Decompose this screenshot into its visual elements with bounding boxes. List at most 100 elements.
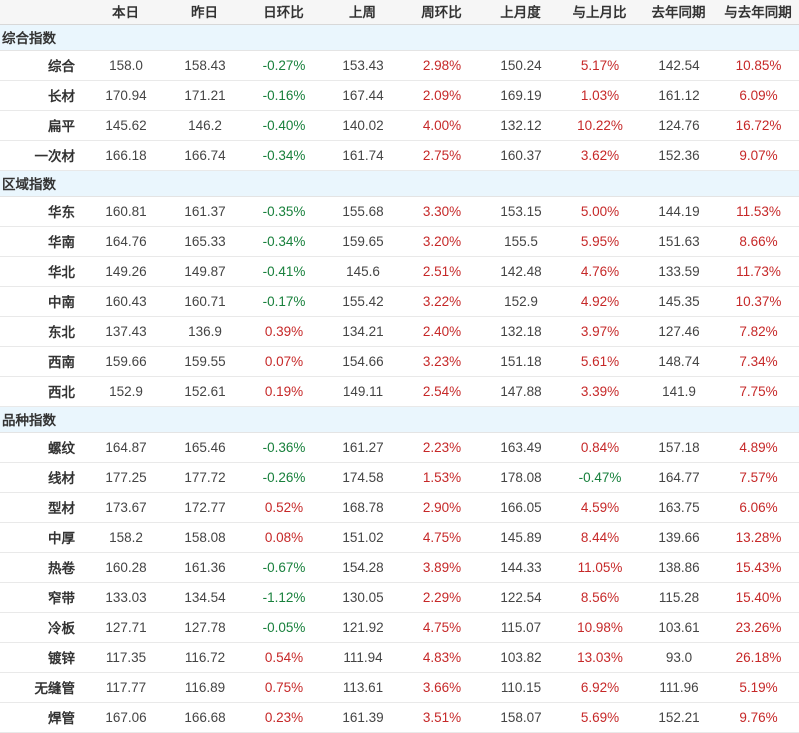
- cell-yesterday: 136.9: [168, 316, 247, 347]
- table-row[interactable]: 华东 160.81 161.37 -0.35% 155.68 3.30% 153.15 5.0…: [0, 196, 799, 227]
- cell-mom: 4.76%: [563, 256, 642, 287]
- row-label[interactable]: 螺纹: [0, 432, 89, 463]
- cell-wow: 3.89%: [405, 552, 484, 583]
- cell-dod: -0.67%: [247, 552, 326, 583]
- cell-yoy: 16.72%: [721, 110, 799, 141]
- column-header-lastmonth[interactable]: 上月度: [484, 0, 563, 25]
- cell-dod: 0.07%: [247, 346, 326, 377]
- table-header-row: 本日 昨日 日环比 上周 周环比 上月度 与上月比 去年同期 与去年同期: [0, 0, 799, 25]
- row-label[interactable]: 窄带: [0, 582, 89, 613]
- table-row[interactable]: 华北 149.26 149.87 -0.41% 145.6 2.51% 142.48 4.76…: [0, 256, 799, 287]
- column-header-lastweek[interactable]: 上周: [326, 0, 405, 25]
- cell-yoy: 10.37%: [721, 286, 799, 317]
- row-label[interactable]: 中厚: [0, 522, 89, 553]
- cell-mom: 4.59%: [563, 492, 642, 523]
- column-header-yoy[interactable]: 与去年同期: [721, 0, 799, 25]
- row-label[interactable]: 东北: [0, 316, 89, 347]
- row-label[interactable]: 型材: [0, 492, 89, 523]
- row-label[interactable]: 华东: [0, 196, 89, 227]
- table-row[interactable]: 华南 164.76 165.33 -0.34% 159.65 3.20% 155.5 5.95…: [0, 226, 799, 257]
- table-row[interactable]: 西北 152.9 152.61 0.19% 149.11 2.54% 147.88 3.39%…: [0, 376, 799, 407]
- row-label[interactable]: 西北: [0, 376, 89, 407]
- table-row[interactable]: 综合 158.0 158.43 -0.27% 153.43 2.98% 150.24 5.17…: [0, 50, 799, 81]
- row-label[interactable]: 扁平: [0, 110, 89, 141]
- cell-today: 127.71: [89, 612, 168, 643]
- table-row[interactable]: 热卷 160.28 161.36 -0.67% 154.28 3.89% 144.33 11.…: [0, 552, 799, 583]
- cell-wow: 2.54%: [405, 376, 484, 407]
- column-header-yesterday[interactable]: 昨日: [168, 0, 247, 25]
- cell-yesterday: 134.54: [168, 582, 247, 613]
- cell-yesterday: 158.08: [168, 522, 247, 553]
- cell-mom: 5.61%: [563, 346, 642, 377]
- cell-lastweek: 134.21: [326, 316, 405, 347]
- cell-lastyear: 103.61: [642, 612, 721, 643]
- row-label[interactable]: 中南: [0, 286, 89, 317]
- row-label[interactable]: 一次材: [0, 140, 89, 171]
- cell-wow: 2.90%: [405, 492, 484, 523]
- cell-lastyear: 111.96: [642, 672, 721, 703]
- cell-lastweek: 113.61: [326, 672, 405, 703]
- group-header-row: 综合指数: [0, 24, 799, 51]
- table-row[interactable]: 螺纹 164.87 165.46 -0.36% 161.27 2.23% 163.49 0.8…: [0, 432, 799, 463]
- cell-today: 158.2: [89, 522, 168, 553]
- table-row[interactable]: 一次材 166.18 166.74 -0.34% 161.74 2.75% 160.37 3.…: [0, 140, 799, 171]
- table-row[interactable]: 型材 173.67 172.77 0.52% 168.78 2.90% 166.05 4.59…: [0, 492, 799, 523]
- cell-yesterday: 166.68: [168, 702, 247, 733]
- cell-lastweek: 111.94: [326, 642, 405, 673]
- cell-wow: 3.23%: [405, 346, 484, 377]
- cell-lastweek: 151.02: [326, 522, 405, 553]
- table-row[interactable]: 东北 137.43 136.9 0.39% 134.21 2.40% 132.18 3.97%…: [0, 316, 799, 347]
- cell-today: 160.43: [89, 286, 168, 317]
- cell-lastmonth: 132.12: [484, 110, 563, 141]
- cell-today: 159.66: [89, 346, 168, 377]
- cell-dod: -0.34%: [247, 226, 326, 257]
- cell-lastmonth: 142.48: [484, 256, 563, 287]
- row-label[interactable]: 华北: [0, 256, 89, 287]
- table-row[interactable]: 无缝管 117.77 116.89 0.75% 113.61 3.66% 110.15 6.9…: [0, 672, 799, 703]
- cell-lastyear: 161.12: [642, 80, 721, 111]
- cell-wow: 2.75%: [405, 140, 484, 171]
- row-label[interactable]: 线材: [0, 462, 89, 493]
- row-label[interactable]: 焊管: [0, 702, 89, 733]
- table-row[interactable]: 西南 159.66 159.55 0.07% 154.66 3.23% 151.18 5.61…: [0, 346, 799, 377]
- cell-today: 117.35: [89, 642, 168, 673]
- cell-mom: 3.39%: [563, 376, 642, 407]
- row-label[interactable]: 镀锌: [0, 642, 89, 673]
- table-row[interactable]: 中厚 158.2 158.08 0.08% 151.02 4.75% 145.89 8.44%…: [0, 522, 799, 553]
- cell-today: 177.25: [89, 462, 168, 493]
- cell-mom: 10.22%: [563, 110, 642, 141]
- table-row[interactable]: 焊管 167.06 166.68 0.23% 161.39 3.51% 158.07 5.69…: [0, 702, 799, 733]
- column-header-dod[interactable]: 日环比: [247, 0, 326, 25]
- cell-mom: 4.92%: [563, 286, 642, 317]
- table-row[interactable]: 镀锌 117.35 116.72 0.54% 111.94 4.83% 103.82 13.0…: [0, 642, 799, 673]
- cell-today: 167.06: [89, 702, 168, 733]
- column-header-lastyear[interactable]: 去年同期: [642, 0, 721, 25]
- row-label[interactable]: 无缝管: [0, 672, 89, 703]
- cell-lastyear: 145.35: [642, 286, 721, 317]
- row-label[interactable]: 冷板: [0, 612, 89, 643]
- cell-lastmonth: 178.08: [484, 462, 563, 493]
- column-header-mom[interactable]: 与上月比: [563, 0, 642, 25]
- cell-lastmonth: 163.49: [484, 432, 563, 463]
- cell-dod: -0.16%: [247, 80, 326, 111]
- row-label[interactable]: 综合: [0, 50, 89, 81]
- cell-yesterday: 165.46: [168, 432, 247, 463]
- table-row[interactable]: 长材 170.94 171.21 -0.16% 167.44 2.09% 169.19 1.0…: [0, 80, 799, 111]
- row-label[interactable]: 西南: [0, 346, 89, 377]
- cell-lastyear: 139.66: [642, 522, 721, 553]
- table-row[interactable]: 中南 160.43 160.71 -0.17% 155.42 3.22% 152.9 4.92…: [0, 286, 799, 317]
- column-header-today[interactable]: 本日: [89, 0, 168, 25]
- cell-yesterday: 177.72: [168, 462, 247, 493]
- table-row[interactable]: 线材 177.25 177.72 -0.26% 174.58 1.53% 178.08 -0.…: [0, 462, 799, 493]
- cell-mom: 10.98%: [563, 612, 642, 643]
- cell-wow: 4.83%: [405, 642, 484, 673]
- row-label[interactable]: 热卷: [0, 552, 89, 583]
- table-row[interactable]: 窄带 133.03 134.54 -1.12% 130.05 2.29% 122.54 8.5…: [0, 582, 799, 613]
- cell-yesterday: 171.21: [168, 80, 247, 111]
- column-header-wow[interactable]: 周环比: [405, 0, 484, 25]
- row-label[interactable]: 华南: [0, 226, 89, 257]
- table-row[interactable]: 扁平 145.62 146.2 -0.40% 140.02 4.00% 132.12 10.2…: [0, 110, 799, 141]
- table-row[interactable]: 冷板 127.71 127.78 -0.05% 121.92 4.75% 115.07 10.…: [0, 612, 799, 643]
- cell-lastmonth: 122.54: [484, 582, 563, 613]
- row-label[interactable]: 长材: [0, 80, 89, 111]
